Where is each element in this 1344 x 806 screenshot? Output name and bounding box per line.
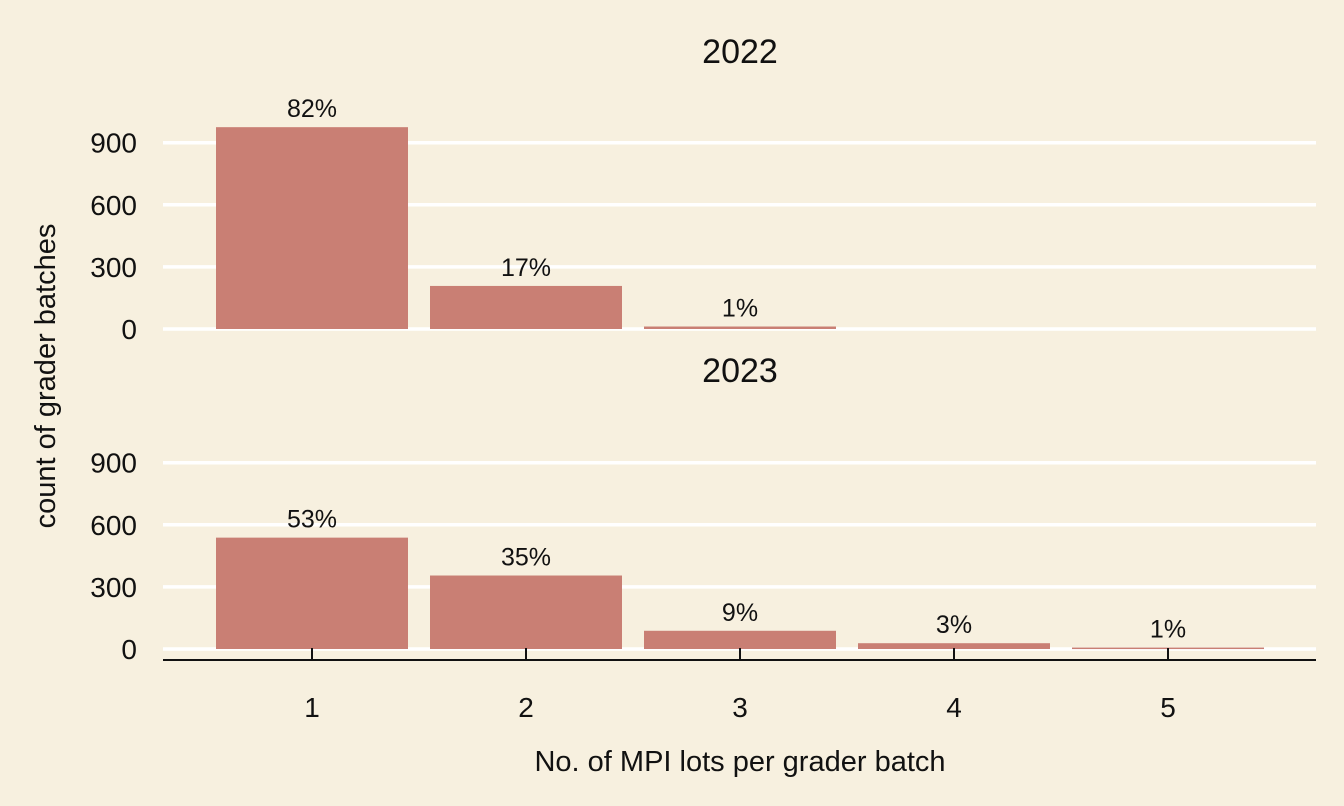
x-tick-label: 4: [946, 692, 962, 723]
panel-2023: 0 300 600 900 2023 53% 35% 9% 3% 1%: [90, 352, 1316, 665]
panel-title: 2022: [702, 33, 778, 71]
bar-2023-2: [430, 575, 622, 649]
bar-data-label: 1%: [1150, 616, 1186, 644]
bar-2022-3: [644, 326, 836, 329]
bar-data-label: 17%: [501, 254, 551, 282]
panel-2022: 0 300 600 900 2022 82% 17% 1%: [90, 33, 1316, 345]
y-tick-label: 900: [90, 128, 137, 159]
bar-2023-1: [216, 537, 408, 649]
bar-2022-1: [216, 127, 408, 329]
bar-data-label: 82%: [287, 95, 337, 123]
y-tick-label: 600: [90, 510, 137, 541]
x-axis-title: No. of MPI lots per grader batch: [534, 746, 945, 778]
x-tick-label: 5: [1160, 692, 1176, 723]
x-tick-label: 2: [518, 692, 534, 723]
y-tick-label: 900: [90, 448, 137, 479]
bar-data-label: 9%: [722, 599, 758, 627]
y-tick-label: 300: [90, 252, 137, 283]
bar-data-label: 1%: [722, 295, 758, 323]
x-tick-label: 3: [732, 692, 748, 723]
y-tick-label: 600: [90, 190, 137, 221]
x-axis: 1 2 3 4 5: [163, 648, 1316, 723]
bar-2023-4: [858, 643, 1050, 649]
bar-data-label: 53%: [287, 506, 337, 534]
panels-layer: 0 300 600 900 2022 82% 17% 1% 0 300 600 900 2023 53% 3…: [90, 33, 1316, 665]
panel-title: 2023: [702, 352, 778, 390]
bar-2022-2: [430, 285, 622, 329]
bar-data-label: 35%: [501, 544, 551, 572]
y-tick-label: 0: [121, 634, 137, 665]
bar-data-label: 3%: [936, 611, 972, 639]
x-tick-label: 1: [304, 692, 320, 723]
y-tick-label: 0: [121, 314, 137, 345]
bar-2023-3: [644, 630, 836, 649]
y-tick-label: 300: [90, 572, 137, 603]
y-axis-title: count of grader batches: [30, 224, 62, 529]
